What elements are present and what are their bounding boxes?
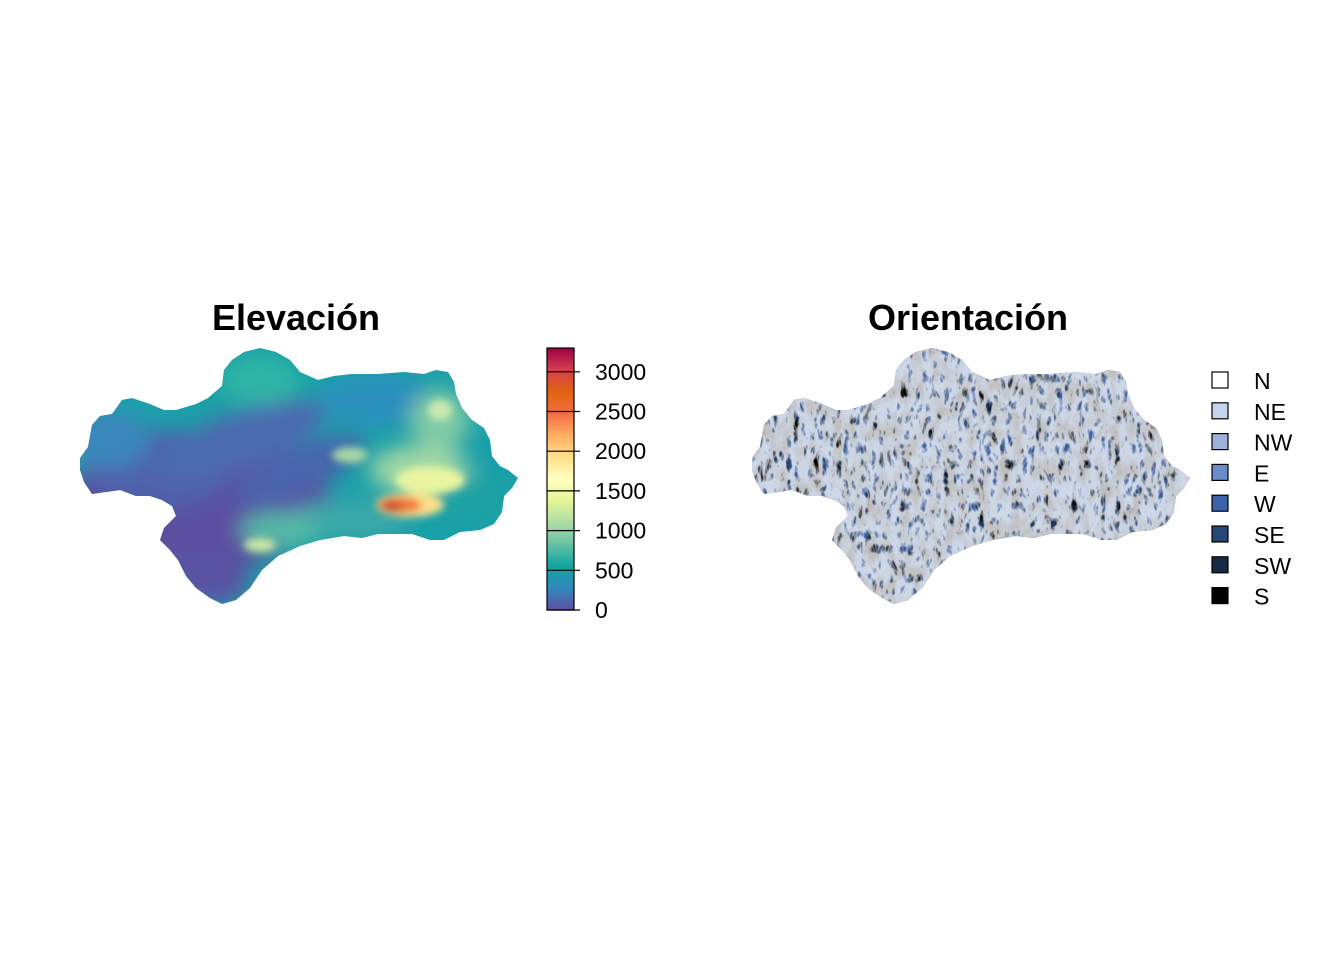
legend-swatch-ne [1211, 402, 1229, 420]
legend-label-w: W [1254, 491, 1276, 517]
elevation-title: Elevación [212, 297, 380, 338]
legend-label-ne: NE [1254, 399, 1286, 425]
aspect-map [752, 348, 1190, 604]
aspect-legend: N NE NW EW SE SW S [1211, 368, 1293, 610]
legend-swatch-nw [1211, 433, 1229, 451]
legend-swatch-sw [1211, 556, 1229, 574]
colorbar-tick-label: 500 [595, 557, 633, 583]
elevation-map [80, 348, 518, 604]
legend-label-sw: SW [1254, 553, 1291, 579]
colorbar-tick-label: 0 [595, 597, 608, 623]
elevation-colorbar: 0 500 1000 1500 2000 2500 3000 [546, 347, 646, 623]
colorbar-tick-label: 2500 [595, 399, 646, 425]
aspect-panel: Orientación N NE NW EW SE SW S [752, 297, 1293, 610]
colorbar-tick-label: 1000 [595, 518, 646, 544]
colorbar [546, 347, 575, 611]
colorbar-tick-label: 1500 [595, 478, 646, 504]
legend-label-s: S [1254, 584, 1269, 610]
elevation-panel: Elevación [80, 297, 646, 623]
legend-swatch-s [1211, 586, 1229, 605]
legend-label-se: SE [1254, 522, 1285, 548]
legend-label-e: E [1254, 460, 1269, 486]
colorbar-tick-label: 3000 [595, 359, 646, 385]
legend-swatch-w [1211, 494, 1229, 512]
legend-label-n: N [1254, 368, 1271, 394]
colorbar-ticks: 0 500 1000 1500 2000 2500 3000 [547, 359, 646, 623]
colorbar-tick-label: 2000 [595, 438, 646, 464]
legend-swatch-se [1211, 525, 1229, 543]
legend-swatch-n [1211, 371, 1229, 389]
legend-label-nw: NW [1254, 430, 1293, 456]
aspect-title: Orientación [868, 297, 1068, 338]
legend-swatch-e [1211, 463, 1229, 481]
